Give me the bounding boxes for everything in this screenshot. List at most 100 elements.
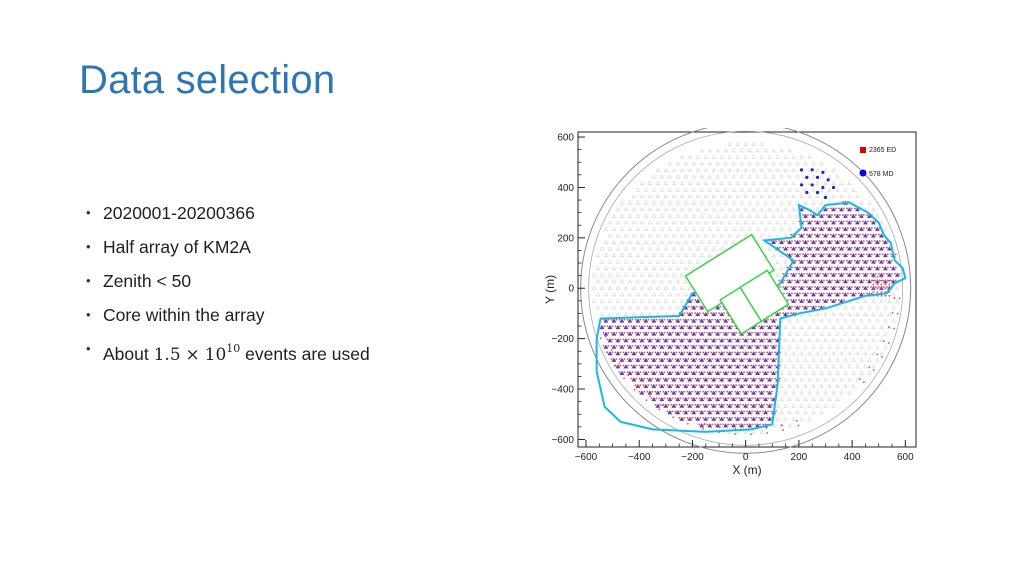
active-ed-marker bbox=[722, 331, 725, 334]
inactive-detector-marker bbox=[655, 272, 661, 277]
active-md-marker bbox=[703, 351, 709, 356]
inactive-detector-marker bbox=[651, 266, 657, 271]
inactive-detector-marker bbox=[735, 220, 740, 225]
active-ed-marker bbox=[830, 240, 833, 243]
inactive-detector-marker bbox=[883, 305, 888, 310]
active-ed-marker bbox=[794, 279, 797, 282]
active-md-marker bbox=[695, 364, 701, 369]
active-md-marker bbox=[827, 265, 832, 271]
active-ed-marker bbox=[862, 220, 864, 223]
active-ed-marker bbox=[651, 338, 654, 341]
active-md-marker bbox=[627, 331, 633, 336]
outer-ed-dot bbox=[688, 418, 691, 420]
inactive-detector-marker bbox=[651, 200, 657, 205]
active-ed-marker bbox=[762, 384, 765, 387]
active-ed-marker bbox=[770, 345, 773, 347]
active-md-marker bbox=[747, 331, 753, 336]
active-ed-marker bbox=[759, 410, 761, 413]
inactive-detector-marker bbox=[759, 167, 764, 172]
active-md-marker bbox=[799, 259, 804, 264]
inactive-detector-marker bbox=[779, 252, 784, 257]
active-ed-marker bbox=[758, 403, 761, 406]
inactive-detector-marker bbox=[803, 370, 808, 375]
active-ed-marker bbox=[710, 417, 713, 419]
active-ed-marker bbox=[766, 364, 769, 367]
active-ed-marker bbox=[842, 207, 845, 210]
active-ed-marker bbox=[810, 240, 813, 243]
inactive-detector-marker bbox=[807, 325, 812, 329]
active-md-marker bbox=[711, 311, 717, 317]
active-ed-marker bbox=[814, 259, 817, 262]
active-md-marker bbox=[847, 246, 852, 251]
inactive-detector-marker bbox=[863, 325, 868, 329]
active-ed-marker bbox=[898, 272, 901, 275]
active-ed-marker bbox=[866, 227, 868, 229]
inactive-detector-marker bbox=[787, 370, 792, 375]
inactive-detector-marker bbox=[723, 148, 728, 153]
inactive-detector-marker bbox=[667, 226, 673, 231]
outer-ed-dot bbox=[891, 311, 894, 314]
active-ed-marker bbox=[707, 325, 710, 328]
inactive-detector-marker bbox=[635, 226, 641, 231]
active-ed-marker bbox=[727, 410, 730, 413]
active-ed-marker bbox=[663, 331, 666, 334]
active-ed-marker bbox=[618, 331, 621, 334]
inactive-detector-marker bbox=[635, 292, 641, 297]
active-ed-marker bbox=[798, 233, 801, 236]
active-ed-marker bbox=[675, 351, 678, 354]
active-md-marker bbox=[787, 292, 792, 297]
active-md-marker bbox=[875, 239, 880, 245]
active-ed-marker bbox=[886, 272, 888, 275]
active-md-marker bbox=[711, 351, 717, 356]
active-ed-marker bbox=[634, 331, 637, 334]
inactive-detector-marker bbox=[639, 285, 645, 290]
active-ed-marker bbox=[762, 423, 765, 426]
active-md-marker bbox=[835, 226, 840, 231]
inactive-detector-marker bbox=[779, 370, 784, 375]
active-ed-marker bbox=[727, 345, 730, 347]
active-md-marker bbox=[811, 292, 816, 297]
inactive-detector-marker bbox=[795, 187, 800, 192]
legend-marker-md bbox=[859, 169, 867, 177]
active-ed-marker bbox=[842, 292, 844, 295]
inactive-detector-marker bbox=[787, 397, 792, 401]
active-ed-marker bbox=[670, 390, 673, 393]
active-ed-marker bbox=[655, 345, 658, 347]
active-ed-marker bbox=[798, 246, 801, 249]
active-md-marker bbox=[767, 351, 773, 356]
active-md-marker bbox=[886, 259, 892, 264]
active-ed-marker bbox=[719, 345, 722, 347]
inactive-detector-marker bbox=[811, 161, 816, 166]
active-ed-marker bbox=[678, 377, 681, 380]
active-ed-marker bbox=[850, 253, 852, 256]
active-ed-marker bbox=[726, 403, 729, 406]
active-ed-marker bbox=[818, 227, 821, 229]
inactive-detector-marker bbox=[819, 383, 824, 388]
active-md-marker bbox=[747, 383, 753, 389]
active-ed-marker bbox=[615, 358, 618, 360]
active-ed-marker bbox=[695, 410, 698, 413]
active-ed-marker bbox=[643, 351, 646, 354]
active-ed-marker bbox=[830, 266, 833, 269]
bullet-dot: • bbox=[86, 205, 91, 220]
active-md-marker bbox=[727, 351, 733, 356]
active-ed-marker bbox=[699, 364, 702, 367]
active-md-marker bbox=[763, 370, 769, 375]
inactive-detector-marker bbox=[835, 357, 840, 362]
inactive-detector-marker bbox=[635, 305, 641, 310]
active-ed-marker bbox=[683, 390, 686, 393]
active-md-marker bbox=[807, 233, 812, 238]
active-md-marker bbox=[687, 311, 693, 317]
active-ed-marker bbox=[854, 266, 857, 269]
active-md-marker bbox=[735, 351, 741, 356]
active-md-marker bbox=[699, 383, 705, 389]
inactive-detector-marker bbox=[795, 318, 800, 323]
active-md-marker bbox=[819, 279, 824, 284]
active-md-marker bbox=[759, 324, 765, 330]
inactive-detector-marker bbox=[711, 180, 716, 185]
inactive-detector-marker bbox=[723, 200, 728, 205]
active-ed-marker bbox=[778, 240, 781, 243]
inactive-detector-marker bbox=[627, 305, 633, 310]
active-ed-marker bbox=[654, 364, 657, 367]
active-ed-marker bbox=[746, 423, 749, 426]
